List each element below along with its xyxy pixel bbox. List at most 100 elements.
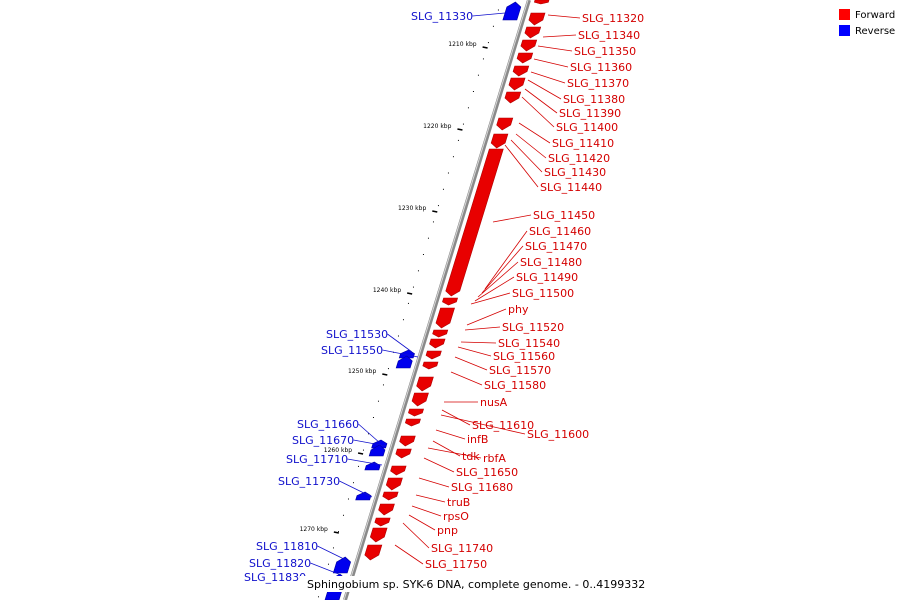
forward-label-leader (521, 96, 555, 128)
forward-gene-label: SLG_11410 (552, 137, 614, 150)
forward-gene-arrow (408, 408, 424, 417)
forward-label-leader (466, 308, 507, 326)
forward-gene-label: rpsO (443, 510, 469, 523)
reverse-label-leader (339, 480, 373, 498)
forward-gene-label: SLG_11490 (516, 271, 578, 284)
forward-gene-arrow (432, 329, 449, 338)
forward-label-leader (504, 144, 539, 188)
forward-gene-label: SLG_11500 (512, 287, 574, 300)
forward-gene-label: SLG_11600 (527, 428, 589, 441)
legend-reverse-swatch (839, 25, 850, 36)
forward-label-leader (527, 79, 562, 100)
forward-gene-arrow (404, 418, 421, 427)
reverse-gene-arrow (502, 1, 522, 21)
forward-gene-arrow (512, 65, 530, 77)
reverse-gene-arrow (368, 444, 386, 457)
reverse-label-leader (472, 12, 506, 17)
forward-gene-arrow (429, 338, 446, 349)
forward-label-leader (441, 409, 471, 426)
reverse-gene-label: SLG_11710 (286, 453, 348, 466)
forward-label-leader (492, 214, 532, 223)
major-tick (432, 210, 438, 213)
reverse-label-leader (387, 333, 413, 353)
reverse-gene-label: SLG_11810 (256, 540, 318, 553)
forward-gene-label: SLG_11470 (525, 240, 587, 253)
forward-label-leader (411, 505, 442, 517)
forward-gene-label: infB (467, 433, 488, 446)
forward-gene-arrow (385, 477, 403, 491)
forward-gene-arrow (442, 297, 459, 306)
reverse-gene-arrow (395, 355, 413, 369)
forward-gene-label: SLG_11610 (472, 419, 534, 432)
scale-tick-label: 1220 kbp (423, 123, 451, 130)
forward-gene-label: SLG_11380 (563, 93, 625, 106)
reverse-gene-label: SLG_11550 (321, 344, 383, 357)
legend-reverse-label: Reverse (855, 26, 895, 37)
forward-label-leader (394, 544, 424, 565)
forward-label-leader (470, 292, 511, 305)
forward-label-leader (510, 139, 543, 173)
forward-gene-label: SLG_11680 (451, 481, 513, 494)
forward-label-leader (542, 34, 577, 38)
scale-tick-label: 1230 kbp (398, 205, 426, 212)
forward-gene-label: SLG_11340 (578, 29, 640, 42)
scale-ticks: 1210 kbp 1220 kbp 1230 kbp 1240 kbp 1250 kbp… (300, 9, 499, 598)
reverse-label-leader (347, 458, 383, 466)
forward-label-leader (547, 14, 581, 19)
forward-gene-label: SLG_11570 (489, 364, 551, 377)
major-tick (482, 46, 488, 49)
forward-label-leader (474, 276, 515, 302)
backbone-highlight (343, 0, 529, 600)
forward-gene-label: rbfA (483, 452, 506, 465)
forward-gene-label: SLG_11450 (533, 209, 595, 222)
forward-gene-arrow (520, 39, 538, 52)
forward-label-leader (457, 346, 492, 357)
reverse-gene-label: SLG_11530 (326, 328, 388, 341)
forward-label-leader (460, 341, 497, 344)
forward-label-leader (477, 261, 519, 298)
forward-gene-arrow (369, 527, 388, 543)
reverse-gene-labels: SLG_11330 SLG_11530 SLG_11550 SLG_11660 SLG_… (244, 10, 506, 589)
forward-gene-arrow (425, 350, 442, 360)
forward-gene-label: SLG_11740 (431, 542, 493, 555)
forward-label-leader (530, 71, 566, 84)
forward-gene-label: SLG_11540 (498, 337, 560, 350)
forward-gene-label: SLG_11480 (520, 256, 582, 269)
forward-gene-arrow (516, 52, 534, 64)
forward-gene-arrow (411, 392, 429, 407)
forward-gene-arrow (416, 376, 434, 392)
forward-gene-label: truB (447, 496, 470, 509)
forward-gene-arrow (528, 12, 546, 26)
scale-tick-label: 1270 kbp (300, 526, 328, 533)
forward-gene-arrow (490, 133, 509, 149)
major-tick (357, 452, 364, 455)
gene-arrows (324, 0, 550, 600)
forward-label-leader (533, 58, 569, 68)
forward-gene-arrow (445, 148, 504, 297)
reverse-label-leader (310, 562, 342, 576)
forward-label-leader (518, 122, 551, 144)
scale-tick-label: 1250 kbp (348, 368, 376, 375)
forward-gene-label: SLG_11360 (570, 61, 632, 74)
legend: Forward Reverse (839, 9, 895, 37)
forward-gene-label: SLG_11350 (574, 45, 636, 58)
forward-gene-arrow (496, 117, 514, 131)
forward-gene-label: SLG_11750 (425, 558, 487, 571)
reverse-label-leader (353, 439, 387, 447)
reverse-gene-arrow (332, 556, 351, 574)
forward-gene-label: SLG_11650 (456, 466, 518, 479)
forward-gene-arrow (374, 517, 391, 527)
forward-gene-arrow (435, 307, 455, 329)
scale-tick-label: 1210 kbp (448, 41, 476, 48)
forward-label-leader (450, 371, 483, 386)
forward-label-leader (418, 477, 450, 488)
reverse-gene-label: SLG_11670 (292, 434, 354, 447)
forward-gene-labels: SLG_11320 SLG_11340 SLG_11350 SLG_11360 SLG_… (394, 12, 644, 571)
major-tick (382, 373, 388, 376)
backbone-line (343, 0, 531, 600)
scale-tick-label: 1240 kbp (373, 287, 401, 294)
forward-label-leader (484, 230, 528, 290)
forward-label-leader (481, 245, 524, 294)
reverse-gene-label: SLG_11330 (411, 10, 473, 23)
genome-backbone (343, 0, 531, 600)
